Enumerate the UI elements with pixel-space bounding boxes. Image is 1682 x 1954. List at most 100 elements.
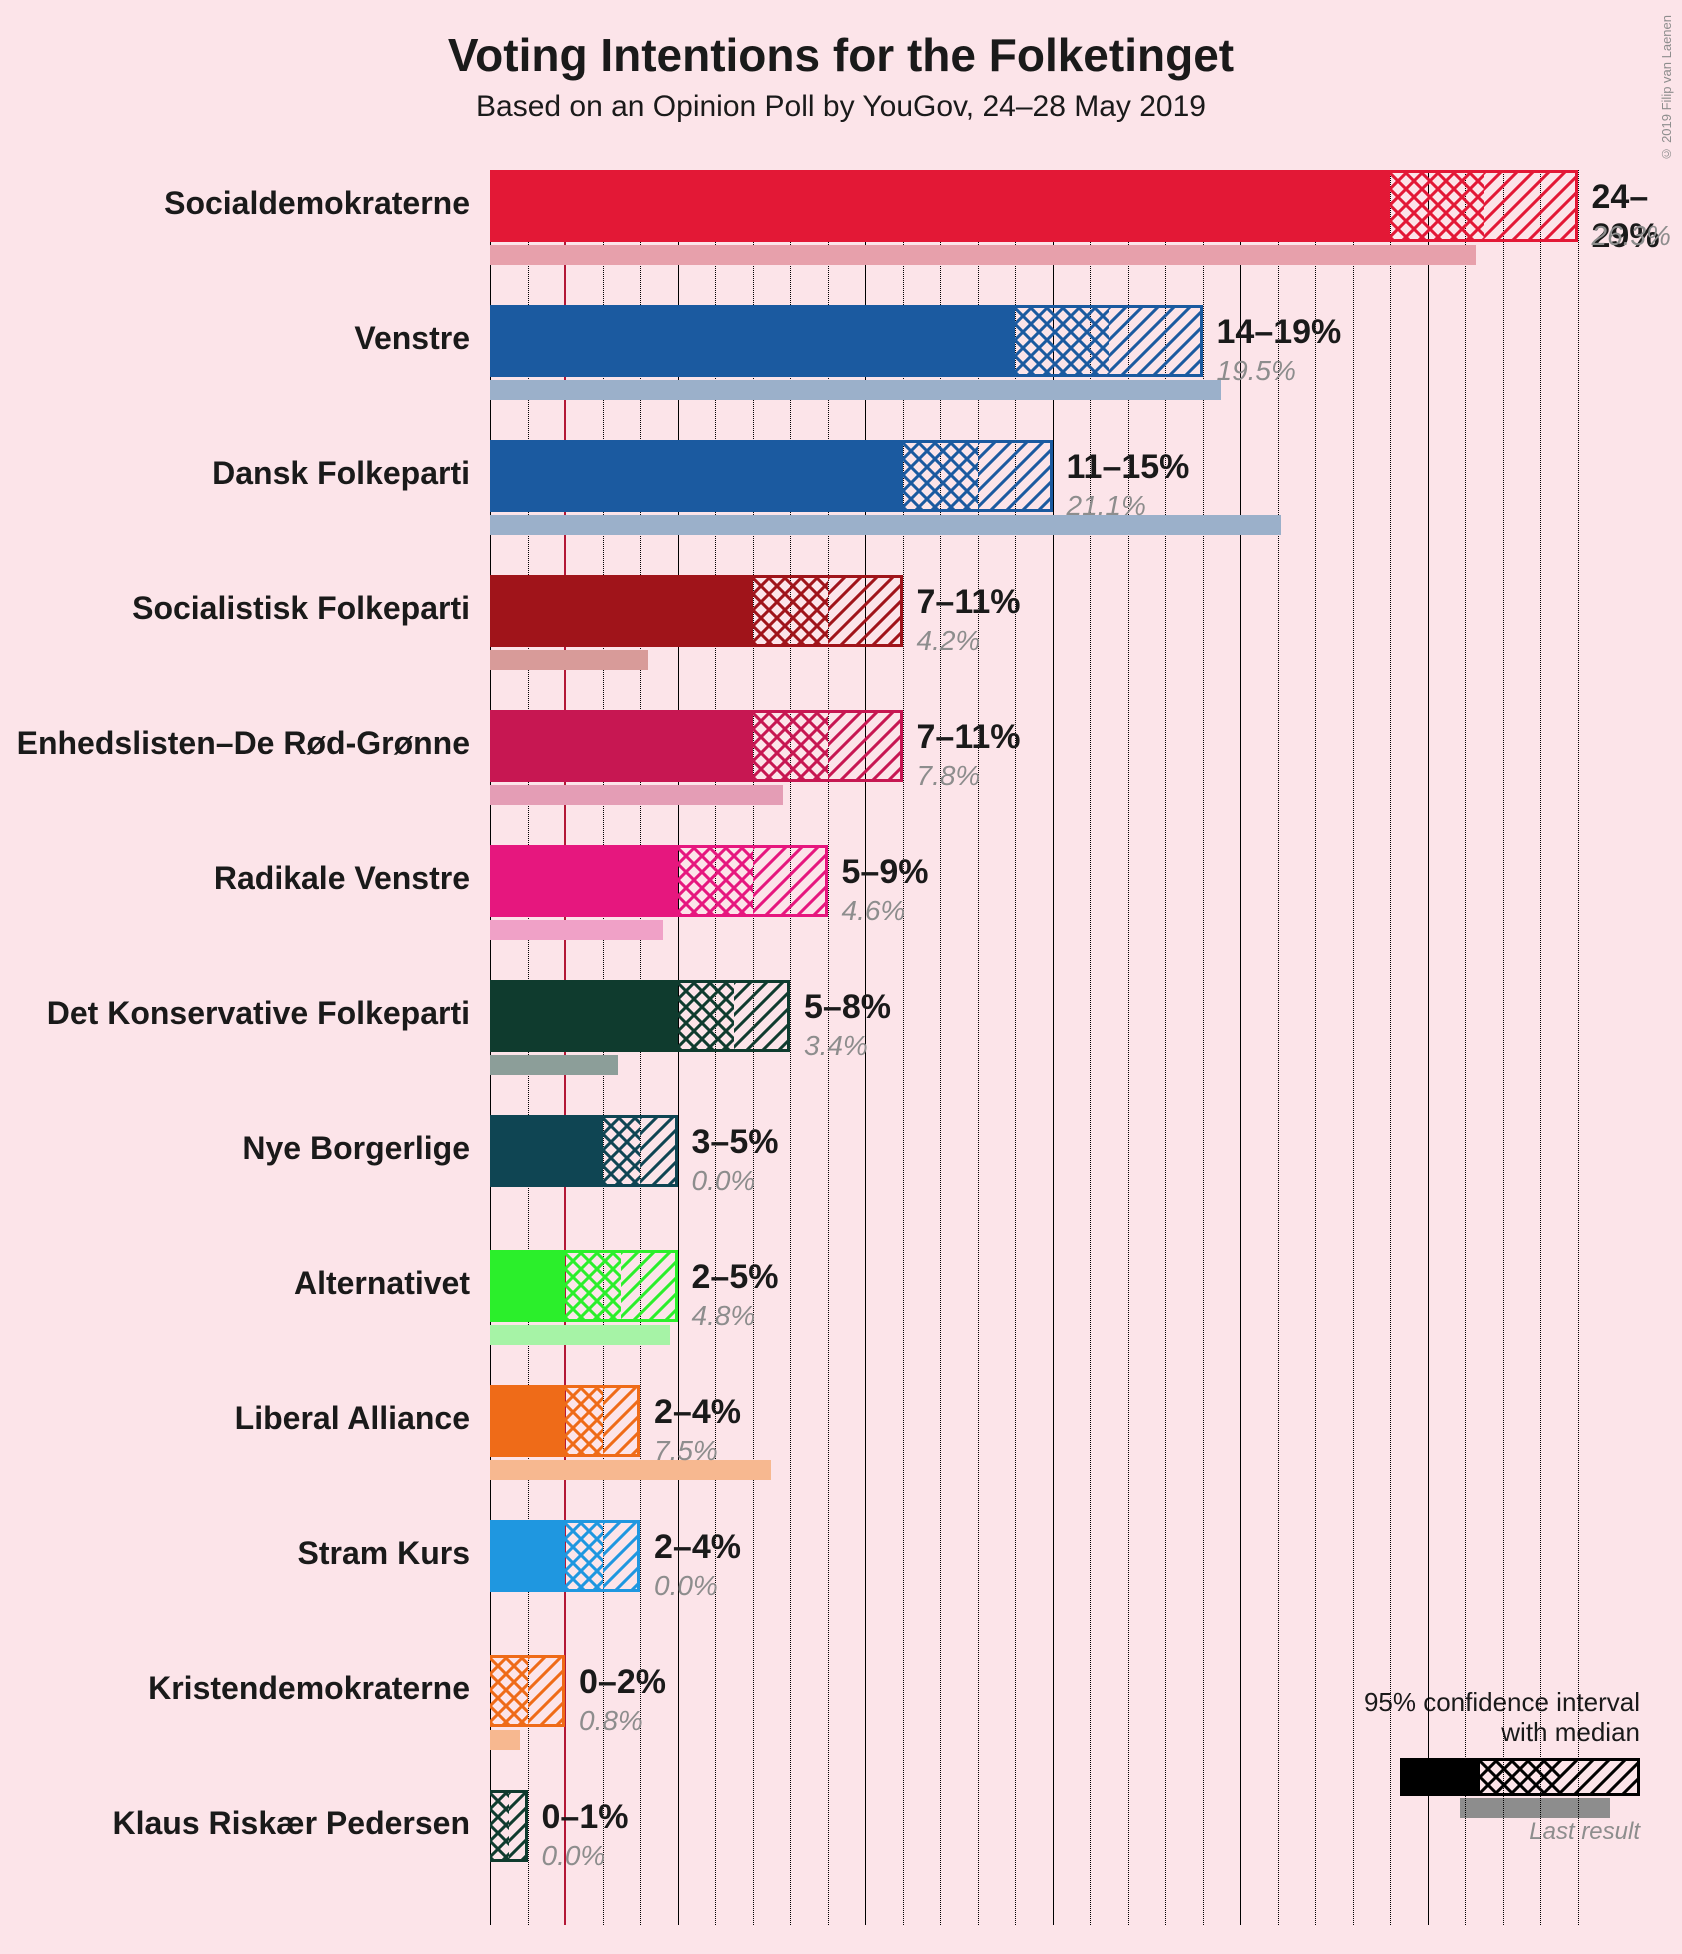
last-result-label: 0.8% — [579, 1705, 643, 1737]
bar-ci-lower — [1390, 170, 1484, 242]
grid-minor — [790, 170, 791, 1925]
bar-last-result — [490, 1325, 670, 1345]
legend-ci-label: 95% confidence interval with median — [1240, 1688, 1640, 1748]
bar-last-result — [490, 245, 1476, 265]
grid-minor — [1353, 170, 1354, 1925]
range-label: 2–4% — [654, 1393, 741, 1432]
grid-minor — [1278, 170, 1279, 1925]
bar-last-result — [490, 380, 1221, 400]
bar-ci-lower — [490, 1790, 509, 1862]
bar-ci-lower — [753, 575, 828, 647]
last-result-label: 4.8% — [692, 1300, 756, 1332]
party-label: Klaus Riskær Pedersen — [0, 1805, 470, 1842]
bar-solid — [490, 170, 1390, 242]
bar-solid — [490, 1115, 603, 1187]
bar-ci-lower — [903, 440, 978, 512]
grid-minor — [1465, 170, 1466, 1925]
party-label: Enhedslisten–De Rød-Grønne — [0, 725, 470, 762]
grid-minor — [1015, 170, 1016, 1925]
range-label: 5–9% — [842, 853, 929, 892]
bar-ci-upper — [753, 845, 828, 917]
grid-minor — [1315, 170, 1316, 1925]
bar-solid — [490, 845, 678, 917]
grid-minor — [1203, 170, 1204, 1925]
bar-ci-upper — [1484, 170, 1578, 242]
range-label: 2–4% — [654, 1528, 741, 1567]
bar-ci-upper — [603, 1385, 641, 1457]
grid-minor — [1540, 170, 1541, 1925]
bar-solid — [490, 575, 753, 647]
bar-ci-upper — [734, 980, 790, 1052]
bar-ci-upper — [828, 710, 903, 782]
last-result-label: 0.0% — [692, 1165, 756, 1197]
bar-solid — [490, 1385, 565, 1457]
bar-ci-upper — [640, 1115, 678, 1187]
legend-last-swatch — [1460, 1798, 1610, 1818]
legend-ci-segment — [1400, 1758, 1480, 1796]
party-label: Radikale Venstre — [0, 860, 470, 897]
last-result-label: 7.8% — [917, 760, 981, 792]
bar-last-result — [490, 920, 663, 940]
bar-ci-lower — [603, 1115, 641, 1187]
range-label: 14–19% — [1217, 313, 1342, 352]
party-label: Nye Borgerlige — [0, 1130, 470, 1167]
legend-ci-segment — [1480, 1758, 1560, 1796]
grid-minor — [1128, 170, 1129, 1925]
bar-last-result — [490, 1055, 618, 1075]
last-result-label: 3.4% — [804, 1030, 868, 1062]
party-label: Det Konservative Folkeparti — [0, 995, 470, 1032]
bar-ci-upper — [509, 1790, 528, 1862]
range-label: 3–5% — [692, 1123, 779, 1162]
last-result-label: 19.5% — [1217, 355, 1296, 387]
range-label: 0–1% — [542, 1798, 629, 1837]
grid-minor — [903, 170, 904, 1925]
legend-last-label: Last result — [1340, 1818, 1640, 1846]
bar-last-result — [490, 785, 783, 805]
party-label: Socialistisk Folkeparti — [0, 590, 470, 627]
bar-last-result — [490, 650, 648, 670]
bar-solid — [490, 710, 753, 782]
bar-ci-upper — [621, 1250, 677, 1322]
last-result-label: 0.0% — [654, 1570, 718, 1602]
party-label: Socialdemokraterne — [0, 185, 470, 222]
grid-minor — [978, 170, 979, 1925]
chart-root: Voting Intentions for the Folketinget Ba… — [0, 0, 1682, 1954]
range-label: 7–11% — [917, 718, 1021, 757]
bar-solid — [490, 440, 903, 512]
party-label: Kristendemokraterne — [0, 1670, 470, 1707]
bar-last-result — [490, 1730, 520, 1750]
grid-minor — [1578, 170, 1579, 1925]
legend-ci-swatch — [1400, 1758, 1640, 1796]
range-label: 7–11% — [917, 583, 1021, 622]
grid-minor — [1503, 170, 1504, 1925]
bar-ci-lower — [565, 1385, 603, 1457]
bar-ci-lower — [1015, 305, 1109, 377]
bar-ci-upper — [828, 575, 903, 647]
range-label: 2–5% — [692, 1258, 779, 1297]
bar-solid — [490, 1520, 565, 1592]
grid-major — [1053, 170, 1054, 1925]
chart-title: Voting Intentions for the Folketinget — [0, 28, 1682, 82]
grid-minor — [940, 170, 941, 1925]
bar-ci-lower — [565, 1250, 621, 1322]
grid-major — [1428, 170, 1429, 1925]
bar-solid — [490, 980, 678, 1052]
legend-ci-segment — [1560, 1758, 1640, 1796]
bar-last-result — [490, 515, 1281, 535]
range-label: 5–8% — [804, 988, 891, 1027]
bar-ci-upper — [978, 440, 1053, 512]
last-result-label: 21.1% — [1067, 490, 1146, 522]
chart-subtitle: Based on an Opinion Poll by YouGov, 24–2… — [0, 90, 1682, 124]
bar-ci-lower — [565, 1520, 603, 1592]
last-result-label: 26.3% — [1592, 220, 1671, 252]
bar-ci-upper — [603, 1520, 641, 1592]
party-label: Alternativet — [0, 1265, 470, 1302]
last-result-label: 7.5% — [654, 1435, 718, 1467]
grid-minor — [1090, 170, 1091, 1925]
bar-ci-lower — [678, 980, 734, 1052]
last-result-label: 0.0% — [542, 1840, 606, 1872]
bar-ci-lower — [678, 845, 753, 917]
party-label: Venstre — [0, 320, 470, 357]
chart-credit: © 2019 Filip van Laenen — [1659, 15, 1674, 162]
bar-solid — [490, 305, 1015, 377]
